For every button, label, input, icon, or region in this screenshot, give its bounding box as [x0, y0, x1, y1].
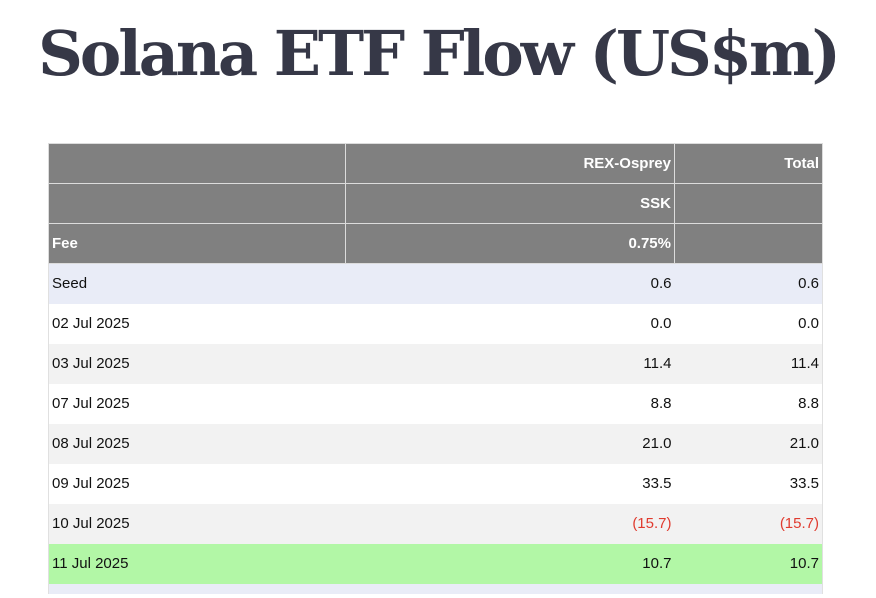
- page-title: Solana ETF Flow (US$m): [38, 17, 841, 90]
- ssk-flow-cell: 11.4: [345, 343, 675, 384]
- date-cell: 07 Jul 2025: [48, 383, 346, 424]
- date-cell: 10 Jul 2025: [48, 503, 346, 544]
- total-flow-cell: 11.4: [674, 343, 823, 384]
- ssk-flow-cell: 0.6: [345, 263, 675, 304]
- table-body: Seed 0.6 0.6 02 Jul 2025 0.0 0.0 03 Jul …: [48, 263, 823, 594]
- ssk-flow-cell: 21.0: [345, 423, 675, 464]
- table-header: REX-Osprey Total SSK Fee 0.75%: [48, 143, 823, 264]
- total-flow-cell: 10.7: [674, 543, 823, 584]
- total-flow-cell: [674, 583, 823, 594]
- date-cell: 02 Jul 2025: [48, 303, 346, 344]
- total-flow-cell: 0.6: [674, 263, 823, 304]
- total-flow-cell: 21.0: [674, 423, 823, 464]
- ssk-flow-cell: [345, 583, 675, 594]
- table-row: 03 Jul 2025 11.4 11.4: [48, 343, 823, 384]
- table-row-highlighted: 11 Jul 2025 10.7 10.7: [48, 543, 823, 584]
- date-cell: 09 Jul 2025: [48, 463, 346, 504]
- header-row-issuer: REX-Osprey Total: [48, 143, 823, 184]
- header-cell-issuer-rex-osprey: REX-Osprey: [345, 143, 675, 184]
- date-cell: [48, 583, 346, 594]
- header-cell-empty: [674, 183, 823, 224]
- ssk-flow-cell: 33.5: [345, 463, 675, 504]
- header-row-ticker: SSK: [48, 183, 823, 224]
- date-cell: Seed: [48, 263, 346, 304]
- etf-flow-table: REX-Osprey Total SSK Fee 0.75% Seed 0.6 …: [48, 143, 823, 594]
- table-row: 02 Jul 2025 0.0 0.0: [48, 303, 823, 344]
- date-cell: 08 Jul 2025: [48, 423, 346, 464]
- ssk-flow-cell-negative: (15.7): [345, 503, 675, 544]
- ssk-flow-cell: 8.8: [345, 383, 675, 424]
- date-cell: 03 Jul 2025: [48, 343, 346, 384]
- header-row-fee: Fee 0.75%: [48, 223, 823, 264]
- table-row: 09 Jul 2025 33.5 33.5: [48, 463, 823, 504]
- total-flow-cell-negative: (15.7): [674, 503, 823, 544]
- total-flow-cell: 33.5: [674, 463, 823, 504]
- header-cell-ticker-ssk: SSK: [345, 183, 675, 224]
- total-flow-cell: 8.8: [674, 383, 823, 424]
- header-cell-total: Total: [674, 143, 823, 184]
- header-cell-empty: [48, 183, 346, 224]
- table-row: 10 Jul 2025 (15.7) (15.7): [48, 503, 823, 544]
- table-row-partial: [48, 583, 823, 594]
- header-cell-empty: [48, 143, 346, 184]
- table-row: Seed 0.6 0.6: [48, 263, 823, 304]
- total-flow-cell: 0.0: [674, 303, 823, 344]
- table-row: 07 Jul 2025 8.8 8.8: [48, 383, 823, 424]
- ssk-flow-cell: 0.0: [345, 303, 675, 344]
- header-cell-empty: [674, 223, 823, 264]
- date-cell: 11 Jul 2025: [48, 543, 346, 584]
- header-cell-fee-value: 0.75%: [345, 223, 675, 264]
- ssk-flow-cell: 10.7: [345, 543, 675, 584]
- header-cell-fee-label: Fee: [48, 223, 346, 264]
- table-row: 08 Jul 2025 21.0 21.0: [48, 423, 823, 464]
